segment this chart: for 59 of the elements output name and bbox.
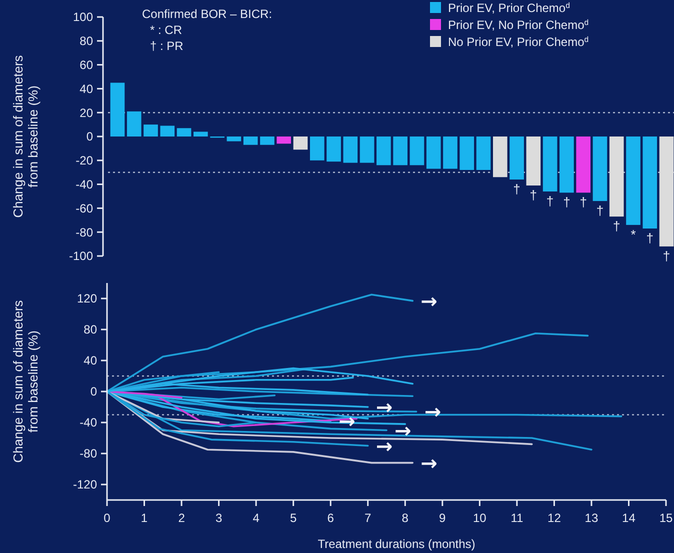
annotation: → <box>424 400 442 424</box>
data-label: † <box>596 203 604 218</box>
x-tick-label: 14 <box>622 511 636 525</box>
y-tick-label: 60 <box>80 58 94 72</box>
data-label: † <box>530 187 538 202</box>
data-label: † <box>580 194 587 210</box>
annotation: → <box>420 288 438 313</box>
y-tick-label: -40 <box>80 416 98 430</box>
annotation: → <box>394 418 412 442</box>
x-tick-label: 9 <box>439 511 446 525</box>
x-tick-label: 3 <box>215 511 222 525</box>
y-tick-label: 40 <box>80 82 94 96</box>
data-label: † <box>612 218 620 234</box>
annotation: → <box>420 450 438 475</box>
x-tick-label: 1 <box>140 511 148 525</box>
x-tick-label: 10 <box>472 511 487 525</box>
x-tick-label: 5 <box>290 511 297 525</box>
y-tick-label: -120 <box>72 478 98 492</box>
annotation: Confirmed BOR – BICR: <box>142 7 272 21</box>
x-tick-label: 15 <box>659 511 673 525</box>
x-tick-label: 4 <box>252 511 260 525</box>
y-tick-label: 100 <box>72 10 94 24</box>
legend-label: Prior EV, Prior Chemo$^{d}$ <box>448 0 570 15</box>
y-tick-label: -80 <box>76 225 94 240</box>
annotation: → <box>376 434 393 458</box>
y-tick-label: 0 <box>86 130 94 144</box>
y-axis-title: Change in sum of diameters from baseline (%) <box>10 54 40 218</box>
y-tick-label: 120 <box>76 292 98 306</box>
y-tick-label: -80 <box>80 446 98 461</box>
x-tick-label: 7 <box>364 511 372 525</box>
y-tick-label: 0 <box>90 384 98 399</box>
x-tick-label: 6 <box>327 511 334 525</box>
data-label: † <box>662 248 670 264</box>
y-tick-label: 20 <box>80 106 94 120</box>
y-tick-label: -100 <box>68 249 94 264</box>
x-tick-label: 2 <box>178 511 186 525</box>
y-axis-title: Change in sum of diameters from baseline (%) <box>10 300 40 463</box>
data-label: † <box>513 182 520 197</box>
x-tick-label: 0 <box>104 511 111 525</box>
annotation: → <box>376 395 393 419</box>
x-tick-label: 12 <box>548 511 562 525</box>
y-tick-label: 80 <box>84 322 98 337</box>
annotation: † : PR <box>150 39 184 53</box>
y-tick-label: -20 <box>76 154 94 168</box>
y-tick-label: 80 <box>80 34 94 48</box>
x-tick-label: 8 <box>402 511 409 525</box>
legend-label: No Prior EV, Prior Chemo$^{d}$ <box>448 34 589 49</box>
y-tick-label: -60 <box>76 201 94 216</box>
annotation: * : CR <box>150 23 182 37</box>
data-label: † <box>563 194 570 210</box>
data-label: * <box>630 226 636 242</box>
y-tick-label: 40 <box>84 354 98 368</box>
x-tick-label: 13 <box>584 511 598 525</box>
data-label: † <box>546 193 554 208</box>
x-tick-label: 11 <box>510 511 524 525</box>
y-tick-label: -40 <box>76 178 94 192</box>
x-axis-title: Treatment durations (months) <box>318 537 476 551</box>
data-label: † <box>646 230 654 246</box>
legend-label: Prior EV, No Prior Chemo$^{d}$ <box>448 18 589 32</box>
